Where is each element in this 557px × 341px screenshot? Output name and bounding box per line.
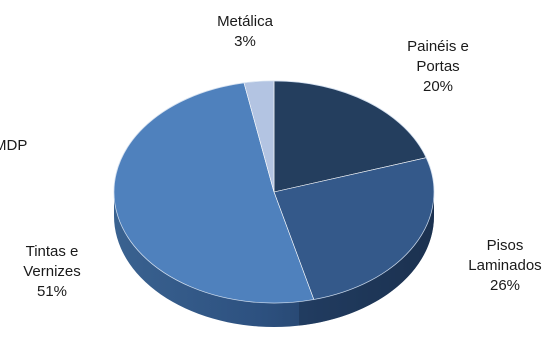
label-pisos-line1: Pisos — [486, 237, 524, 254]
label-tintas-line1: Tintas e — [25, 243, 79, 260]
label-paineis: Painéis e Portas 20% — [388, 37, 488, 97]
label-pisos: Pisos Laminados 26% — [455, 236, 555, 296]
pie-slice-pisos — [273, 157, 435, 300]
label-paineis-line2: Portas — [416, 58, 460, 75]
label-paineis-line1: Painéis e — [407, 38, 469, 55]
label-metalica: Metálica 3% — [200, 12, 290, 52]
label-tintas: Tintas e Vernizes 51% — [2, 242, 102, 302]
pie-depth-shade — [299, 192, 434, 326]
pie-rim — [113, 80, 435, 304]
label-mdp-partial: MDP — [0, 136, 27, 156]
label-tintas-value: 51% — [36, 283, 68, 300]
label-pisos-line2: Laminados — [468, 257, 542, 274]
label-mdp-name: MDP — [0, 137, 28, 154]
pie-slice-paineis — [273, 80, 427, 193]
label-pisos-value: 26% — [489, 277, 521, 294]
label-tintas-line2: Vernizes — [23, 263, 81, 280]
pie-slice-metalica — [243, 80, 275, 193]
label-paineis-value: 20% — [422, 78, 454, 95]
pie-slice-tintas — [113, 82, 315, 304]
label-metalica-value: 3% — [234, 33, 256, 50]
label-metalica-name: Metálica — [217, 13, 273, 30]
